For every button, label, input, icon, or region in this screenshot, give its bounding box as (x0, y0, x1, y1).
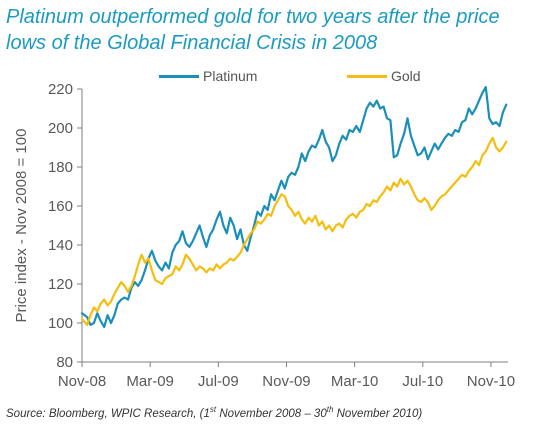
x-tick-label: Nov-08 (58, 373, 106, 390)
x-tick-label: Mar-09 (126, 373, 174, 390)
y-tick-label: 120 (48, 276, 73, 293)
y-tick-label: 160 (48, 198, 73, 215)
legend-swatch-gold (347, 74, 387, 78)
series-line-gold (80, 136, 508, 326)
source-prefix: Source: Bloomberg, WPIC Research, (1 (6, 407, 210, 420)
x-tick-label: Nov-09 (262, 373, 310, 390)
legend-label-gold: Gold (391, 68, 421, 84)
series-line-platinum (80, 86, 508, 328)
source-note: Source: Bloomberg, WPIC Research, (1st N… (6, 405, 422, 420)
x-tick-label: Jul-09 (198, 373, 239, 390)
y-tick-label: 220 (48, 81, 73, 98)
line-chart: 80 100 120 140 160 180 200 220 Nov-08 Mar-09 Jul-0… (13, 81, 515, 390)
legend-item-platinum: Platinum (159, 66, 257, 86)
source-sup-1: st (209, 405, 217, 414)
y-axis-label: Price index - Nov 2008 = 100 (13, 129, 30, 323)
y-tick-label: 140 (48, 237, 73, 254)
chart-title-line-2: lows of the Global Financial Crisis in 2… (6, 32, 378, 54)
y-tick-label: 200 (48, 120, 73, 137)
source-sup-2: th (326, 405, 334, 414)
y-tick-label: 100 (48, 315, 73, 332)
legend-item-gold: Gold (347, 66, 421, 86)
chart-title-line-1: Platinum outperformed gold for two years… (6, 6, 500, 28)
source-middle: November 2008 – 30 (216, 407, 327, 420)
source-suffix: November 2010) (333, 407, 423, 420)
legend-swatch-platinum (159, 74, 199, 78)
y-tick-label: 80 (56, 354, 73, 371)
x-tick-label: Jul-10 (402, 373, 443, 390)
chart-legend: Platinum Gold (0, 66, 557, 86)
legend-label-platinum: Platinum (203, 68, 258, 84)
x-tick-label: Mar-10 (331, 373, 379, 390)
chart-title: Platinum outperformed gold for two years… (6, 4, 551, 56)
x-tick-label: Nov-10 (467, 373, 515, 390)
y-tick-label: 180 (48, 159, 73, 176)
